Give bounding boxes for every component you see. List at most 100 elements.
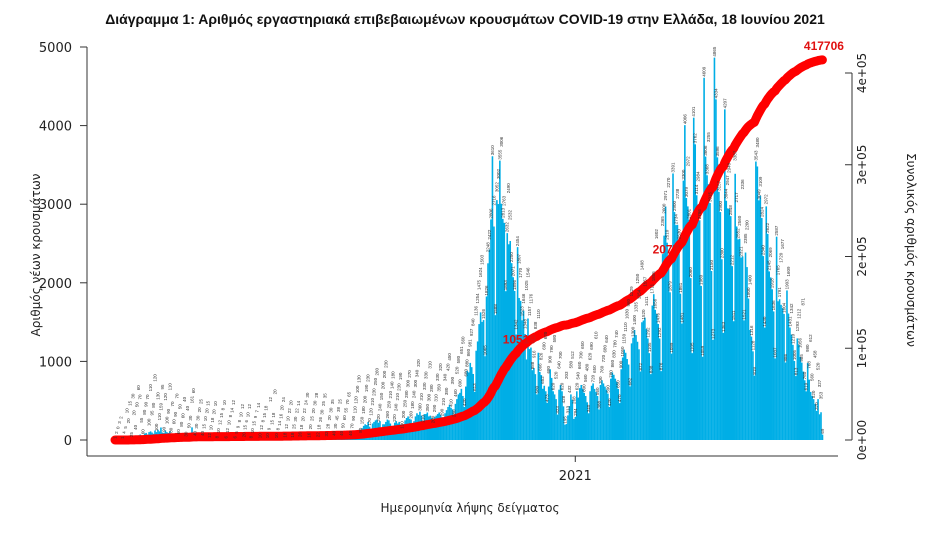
bar-value-label: 20 [300,416,305,422]
bar-value-label: 330 [423,371,428,379]
bar-value-label: 860 [466,348,471,356]
bar-value-label: 960 [626,299,631,307]
y-ticks: 0 1000 2000 3000 4000 5000 [39,41,87,449]
bar-value-label: 24 [281,397,286,403]
bar [570,394,572,440]
bar-value-label: 700 [558,351,563,359]
bar-value-label: 1918 [770,278,775,289]
bar-value-label: 428 [561,395,566,403]
bar-value-label: 16 [306,432,311,438]
bar-value-label: 1656 [653,298,658,309]
bar-value-label: 320 [438,363,443,371]
cumulative-annotation: 10519 [503,332,537,346]
bar-value-label: 30 [329,407,334,413]
bar [811,395,813,440]
bar-value-label: 100 [147,418,152,426]
bar-value-label: 826 [539,352,544,360]
bar-value-label: 540 [576,372,581,380]
bar-value-label: 159 [158,402,163,410]
bar [814,404,816,440]
bar-value-label: 1128 [750,340,755,350]
bar-value-label: 15 [262,412,267,418]
bar-value-label: 25 [292,424,297,430]
bar-value-label: 8 [237,419,242,422]
bar-value-label: 10 [250,428,255,434]
bar-value-label: 450 [447,353,452,361]
bar-value-label: 3762 [693,133,698,144]
y-tick-label: 5000 [39,41,72,56]
bar [607,393,609,440]
bar [605,389,608,440]
bar-value-label: 1960 [699,274,704,285]
bar-value-label: 120 [354,396,359,404]
bar-value-label: 10 [124,408,129,414]
bar-value-label: 1604 [781,302,786,313]
bar-value-label: 620 [551,382,556,390]
bar-value-label: 900 [548,355,553,363]
bar-value-label: 210 [420,414,425,422]
bar-value-label: 40 [192,430,197,436]
bar-value-label: 3300 [681,169,686,180]
bar-value-label: 327 [817,379,822,387]
bar [636,341,639,440]
y-tick-label: 3000 [39,198,72,213]
bar-value-label: 3006 [499,136,504,147]
bar [692,117,695,440]
bar-value-label: 3049 [756,189,761,200]
bar-value-label: 120 [163,393,168,401]
bar [655,314,658,440]
bar-value-label: 2600 [662,203,667,214]
bar-value-label: 1050 [620,346,625,357]
bar [473,391,476,440]
bar-value-label: 110 [148,384,153,392]
annotations-group: 10519 2077 417706 [503,39,845,346]
bar [820,412,822,440]
bar [806,362,809,440]
bar [639,371,642,440]
bar-value-label: 1229 [629,286,634,297]
bar-value-label: 40 [182,396,187,402]
bar-value-label: 350 [437,383,442,391]
bar-value-label: 8 [228,414,233,417]
bar-value-label: 871 [801,298,806,306]
bar [743,320,745,440]
bar-value-label: 230 [366,374,371,382]
bar [589,391,591,440]
bar [586,402,588,440]
bar-value-label: 90 [166,408,171,414]
bar-value-label: 613 [472,383,477,391]
bar-value-label: 35 [323,393,328,399]
bar-value-label: 330 [435,373,440,381]
bar-value-label: 1602 [654,229,659,240]
bar [691,353,694,440]
bar [734,173,736,440]
bar [793,361,796,440]
bar-value-label: 10 [274,433,279,439]
bar [530,347,532,440]
bar [624,352,627,440]
bar-value-label: 80 [358,427,363,433]
bar-value-label: 353 [818,391,823,399]
bar [482,320,485,440]
bar-value-label: 230 [397,383,402,391]
bar [732,321,735,440]
bar-value-label: 5 [123,426,128,429]
bar-value-label: 38 [336,407,341,413]
bar-value-label: 2900 [718,201,723,212]
bar-value-label: 1526 [481,309,486,320]
bar-value-label: 650 [580,341,585,349]
bar [648,353,651,440]
bar-value-label: 819 [752,367,757,375]
bar-value-label: 80 [151,402,156,408]
x-tick-label-2021: 2021 [559,469,592,484]
bar-value-label: 360 [417,403,422,411]
bar-value-label: 30 [320,409,325,415]
bar-value-label: 330 [422,382,427,390]
bar-value-label: 768 [807,361,812,369]
bar-value-label: 1588 [493,304,498,315]
bar [442,423,445,440]
bar [496,200,498,440]
bar-value-label: 55 [343,407,348,413]
bar-value-label: 720 [601,354,606,362]
bar-value-label: 650 [616,380,621,388]
